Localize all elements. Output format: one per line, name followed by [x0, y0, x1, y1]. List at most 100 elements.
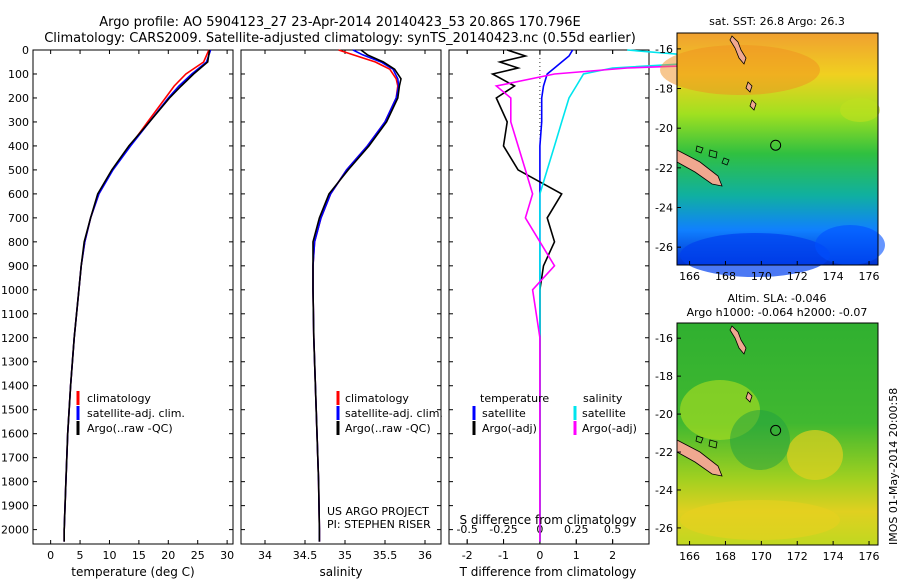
x-tick-label: 20	[161, 549, 175, 562]
x-tick-label: 36	[418, 549, 432, 562]
x-tick-label: 0.25	[564, 523, 589, 536]
sla-positive-region	[680, 500, 840, 540]
x-tick-label: 35.5	[373, 549, 398, 562]
imos-timestamp: IMOS 01-May-2014 20:00:58	[887, 388, 900, 545]
depth-tick-label: 1000	[1, 284, 29, 297]
temperature-panel: 0100200300400500600700800900100011001200…	[1, 44, 234, 579]
x-tick-label: -0.5	[456, 523, 477, 536]
lat-tick-label: -22	[655, 446, 673, 459]
lat-tick-label: -18	[655, 83, 673, 96]
depth-tick-label: 2000	[1, 524, 29, 537]
s-difference-x-axis: -0.5 -0.25 0 0.25 0.5	[456, 50, 621, 543]
sla-negative-region	[730, 410, 790, 470]
sla-map-frame	[676, 322, 879, 546]
lon-tick-label: 168	[715, 550, 736, 563]
island	[749, 99, 757, 111]
x-tick-label: 34	[258, 549, 272, 562]
sla-map: Altim. SLA: -0.046 Argo h1000: -0.064 h2…	[655, 292, 879, 563]
x-tick-label: 0	[47, 549, 54, 562]
temperature-plot-frame	[32, 49, 234, 545]
island	[745, 391, 753, 403]
legend-salinity-header: salinity	[583, 392, 623, 405]
x-tick-label: 5	[77, 549, 84, 562]
depth-tick-label: 100	[8, 68, 29, 81]
x-tick-label: -1	[498, 549, 509, 562]
salinity-depth-ticks	[241, 49, 441, 531]
x-tick-label: 2	[609, 549, 616, 562]
depth-tick-label: 900	[8, 260, 29, 273]
series-argo-t	[490, 49, 563, 542]
salinity-xlabel: salinity	[319, 565, 362, 579]
vanuatu-island	[729, 35, 747, 65]
x-tick-label: 0.5	[604, 523, 622, 536]
title-line-1: Argo profile: AO 5904123_27 23-Apr-2014 …	[99, 15, 580, 30]
series-satellite	[63, 49, 212, 542]
lon-tick-label: 172	[787, 550, 808, 563]
sla-positive-region	[787, 430, 843, 480]
lon-tick-label: 170	[751, 270, 772, 283]
legend-climatology: climatology	[87, 392, 151, 405]
salinity-series	[312, 49, 402, 542]
sst-warm-region	[660, 45, 820, 95]
lat-tick-label: -26	[655, 522, 673, 535]
difference-depth-ticks	[449, 49, 649, 531]
depth-tick-label: 200	[8, 92, 29, 105]
salinity-legend: climatology satellite-adj. clim. Argo(..…	[336, 391, 443, 435]
series-climatology	[63, 49, 210, 542]
lat-tick-label: -18	[655, 370, 673, 383]
pi-credit: PI: STEPHEN RISER	[327, 518, 431, 531]
series-argo-s	[494, 49, 788, 542]
lon-tick-label: 172	[787, 270, 808, 283]
lon-tick-label: 174	[823, 270, 844, 283]
sla-map-title-1: Altim. SLA: -0.046	[727, 292, 826, 305]
lon-tick-label: 170	[751, 550, 772, 563]
sst-map-frame	[676, 32, 879, 266]
x-tick-label: 34.5	[293, 549, 318, 562]
argo-position-marker	[770, 139, 782, 151]
lon-tick-label: 166	[679, 550, 700, 563]
sst-warm-region	[840, 98, 880, 122]
depth-tick-label: 700	[8, 212, 29, 225]
depth-tick-label: 800	[8, 236, 29, 249]
lat-tick-label: -20	[655, 408, 673, 421]
lon-tick-label: 176	[859, 270, 880, 283]
x-tick-label: -2	[462, 549, 473, 562]
difference-panel: -2 -1 0 1 2 -0.5 -0.25 0 0.25 0.5 S difference f…	[448, 49, 788, 579]
lon-tick-label: 168	[715, 270, 736, 283]
island	[745, 81, 753, 93]
new-caledonia-island	[676, 439, 723, 477]
sla-map-title-2: Argo h1000: -0.064 h2000: -0.07	[687, 306, 868, 319]
depth-tick-label: 1400	[1, 380, 29, 393]
lat-tick-label: -20	[655, 122, 673, 135]
lat-tick-label: -24	[655, 484, 673, 497]
depth-tick-label: 1300	[1, 356, 29, 369]
legend-satellite: satellite-adj. clim.	[345, 407, 443, 420]
legend-s-argo: Argo(-adj)	[582, 422, 637, 435]
salinity-plot-frame	[240, 49, 442, 545]
x-tick-label: 35	[338, 549, 352, 562]
depth-tick-label: 1600	[1, 428, 29, 441]
project-credit: US ARGO PROJECT	[327, 505, 429, 518]
salinity-panel: 34 34.5 35 35.5 36 salinity climatology sate…	[240, 49, 443, 579]
lat-tick-label: -16	[655, 332, 673, 345]
lon-tick-label: 176	[859, 550, 880, 563]
lon-tick-label: 166	[679, 270, 700, 283]
depth-tick-label: 600	[8, 188, 29, 201]
temperature-xlabel: temperature (deg C)	[71, 565, 194, 579]
sla-map-axes: 166 168 170 172 174 176 -16 -18 -20 -22 -24 -26	[655, 332, 879, 563]
depth-tick-label: 1500	[1, 404, 29, 417]
loyalty-island	[695, 435, 704, 444]
loyalty-island	[708, 149, 718, 159]
depth-tick-label: 400	[8, 140, 29, 153]
argo-position-marker	[770, 424, 782, 436]
lat-tick-label: -24	[655, 201, 673, 214]
series-satellite-t	[539, 49, 574, 542]
legend-s-satellite: satellite	[582, 407, 626, 420]
sst-cold-region	[680, 233, 830, 277]
series-argo	[312, 49, 402, 542]
vanuatu-island	[729, 325, 747, 355]
difference-plot-frame	[448, 49, 650, 545]
temperature-x-axis: 0 5 10 15 20 25 30	[47, 50, 234, 562]
lat-tick-label: -26	[655, 241, 673, 254]
temperature-series	[63, 49, 212, 542]
